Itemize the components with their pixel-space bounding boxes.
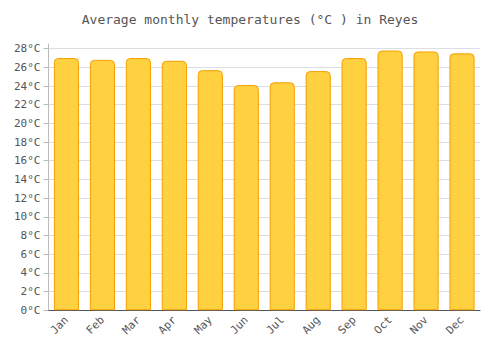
svg-text:12°C: 12°C bbox=[14, 192, 41, 205]
svg-text:Average monthly temperatures (: Average monthly temperatures (°C ) in Re… bbox=[82, 12, 419, 27]
svg-text:Nov: Nov bbox=[407, 313, 430, 336]
svg-text:Feb: Feb bbox=[84, 314, 107, 337]
svg-text:Aug: Aug bbox=[300, 314, 323, 337]
svg-text:Jan: Jan bbox=[48, 314, 71, 337]
svg-text:Apr: Apr bbox=[156, 313, 179, 336]
svg-text:2°C: 2°C bbox=[21, 285, 41, 298]
svg-text:28°C: 28°C bbox=[14, 42, 41, 55]
svg-text:20°C: 20°C bbox=[14, 117, 41, 130]
svg-text:Mar: Mar bbox=[120, 313, 143, 336]
svg-text:22°C: 22°C bbox=[14, 98, 41, 111]
svg-text:10°C: 10°C bbox=[14, 210, 41, 223]
svg-text:May: May bbox=[192, 313, 215, 336]
svg-text:Oct: Oct bbox=[371, 314, 394, 337]
svg-text:24°C: 24°C bbox=[14, 80, 41, 93]
svg-text:14°C: 14°C bbox=[14, 173, 41, 186]
svg-text:Dec: Dec bbox=[443, 314, 466, 337]
svg-text:4°C: 4°C bbox=[21, 266, 41, 279]
svg-text:16°C: 16°C bbox=[14, 154, 41, 167]
svg-text:26°C: 26°C bbox=[14, 61, 41, 74]
svg-text:0°C: 0°C bbox=[21, 304, 41, 317]
svg-text:Jul: Jul bbox=[264, 314, 287, 337]
svg-text:Jun: Jun bbox=[228, 314, 251, 337]
svg-text:8°C: 8°C bbox=[21, 229, 41, 242]
svg-text:18°C: 18°C bbox=[14, 136, 41, 149]
svg-text:Sep: Sep bbox=[336, 314, 359, 337]
svg-text:6°C: 6°C bbox=[21, 248, 41, 261]
